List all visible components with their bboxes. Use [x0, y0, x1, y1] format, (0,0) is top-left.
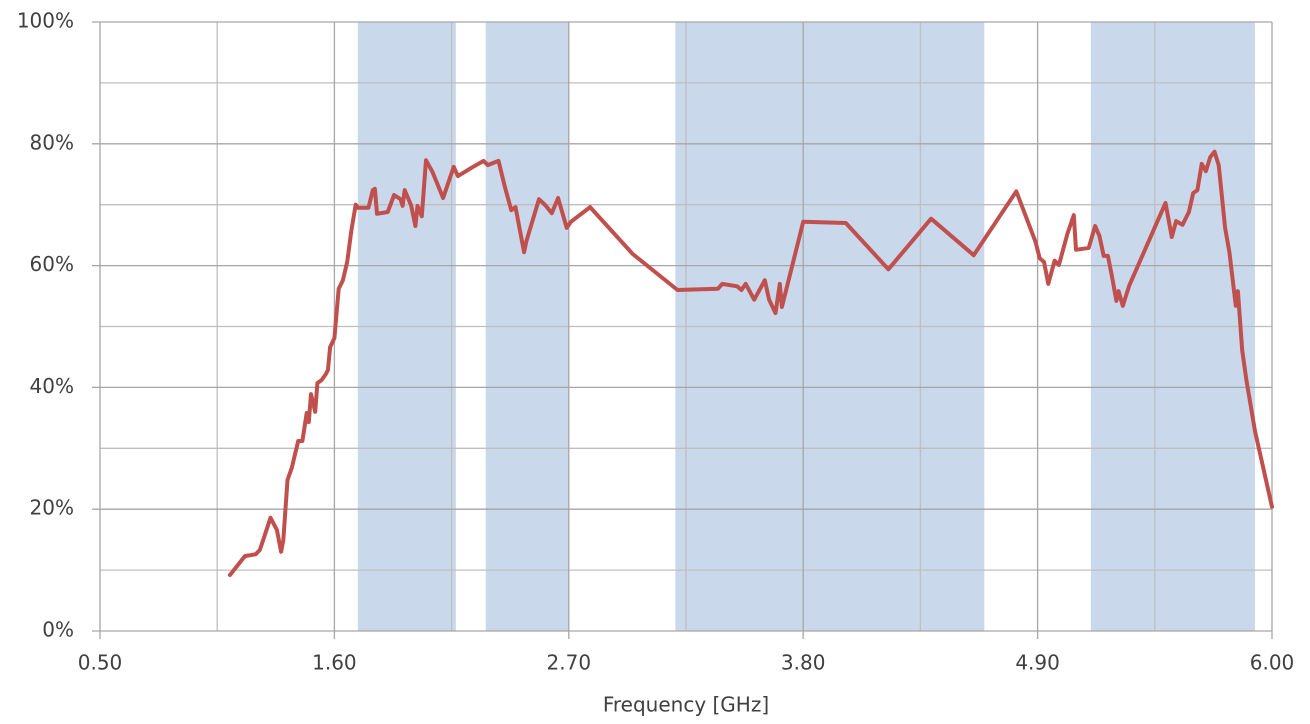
x-tick-label: 2.70: [547, 651, 592, 675]
y-tick-label: 80%: [30, 130, 74, 154]
y-tick-label: 20%: [30, 496, 74, 520]
data-line: [228, 149, 1274, 577]
y-tick-label: 100%: [17, 9, 74, 33]
y-tick-label: 40%: [30, 374, 74, 398]
x-tick-label: 0.50: [78, 651, 123, 675]
y-tick-label: 0%: [42, 618, 74, 642]
x-tick-label: 6.00: [1250, 651, 1295, 675]
x-tick-label: 1.60: [312, 651, 357, 675]
x-tick-label: 3.80: [781, 651, 826, 675]
x-axis-label: Frequency [GHz]: [603, 693, 769, 717]
x-tick-label: 4.90: [1015, 651, 1060, 675]
y-tick-label: 60%: [30, 252, 74, 276]
